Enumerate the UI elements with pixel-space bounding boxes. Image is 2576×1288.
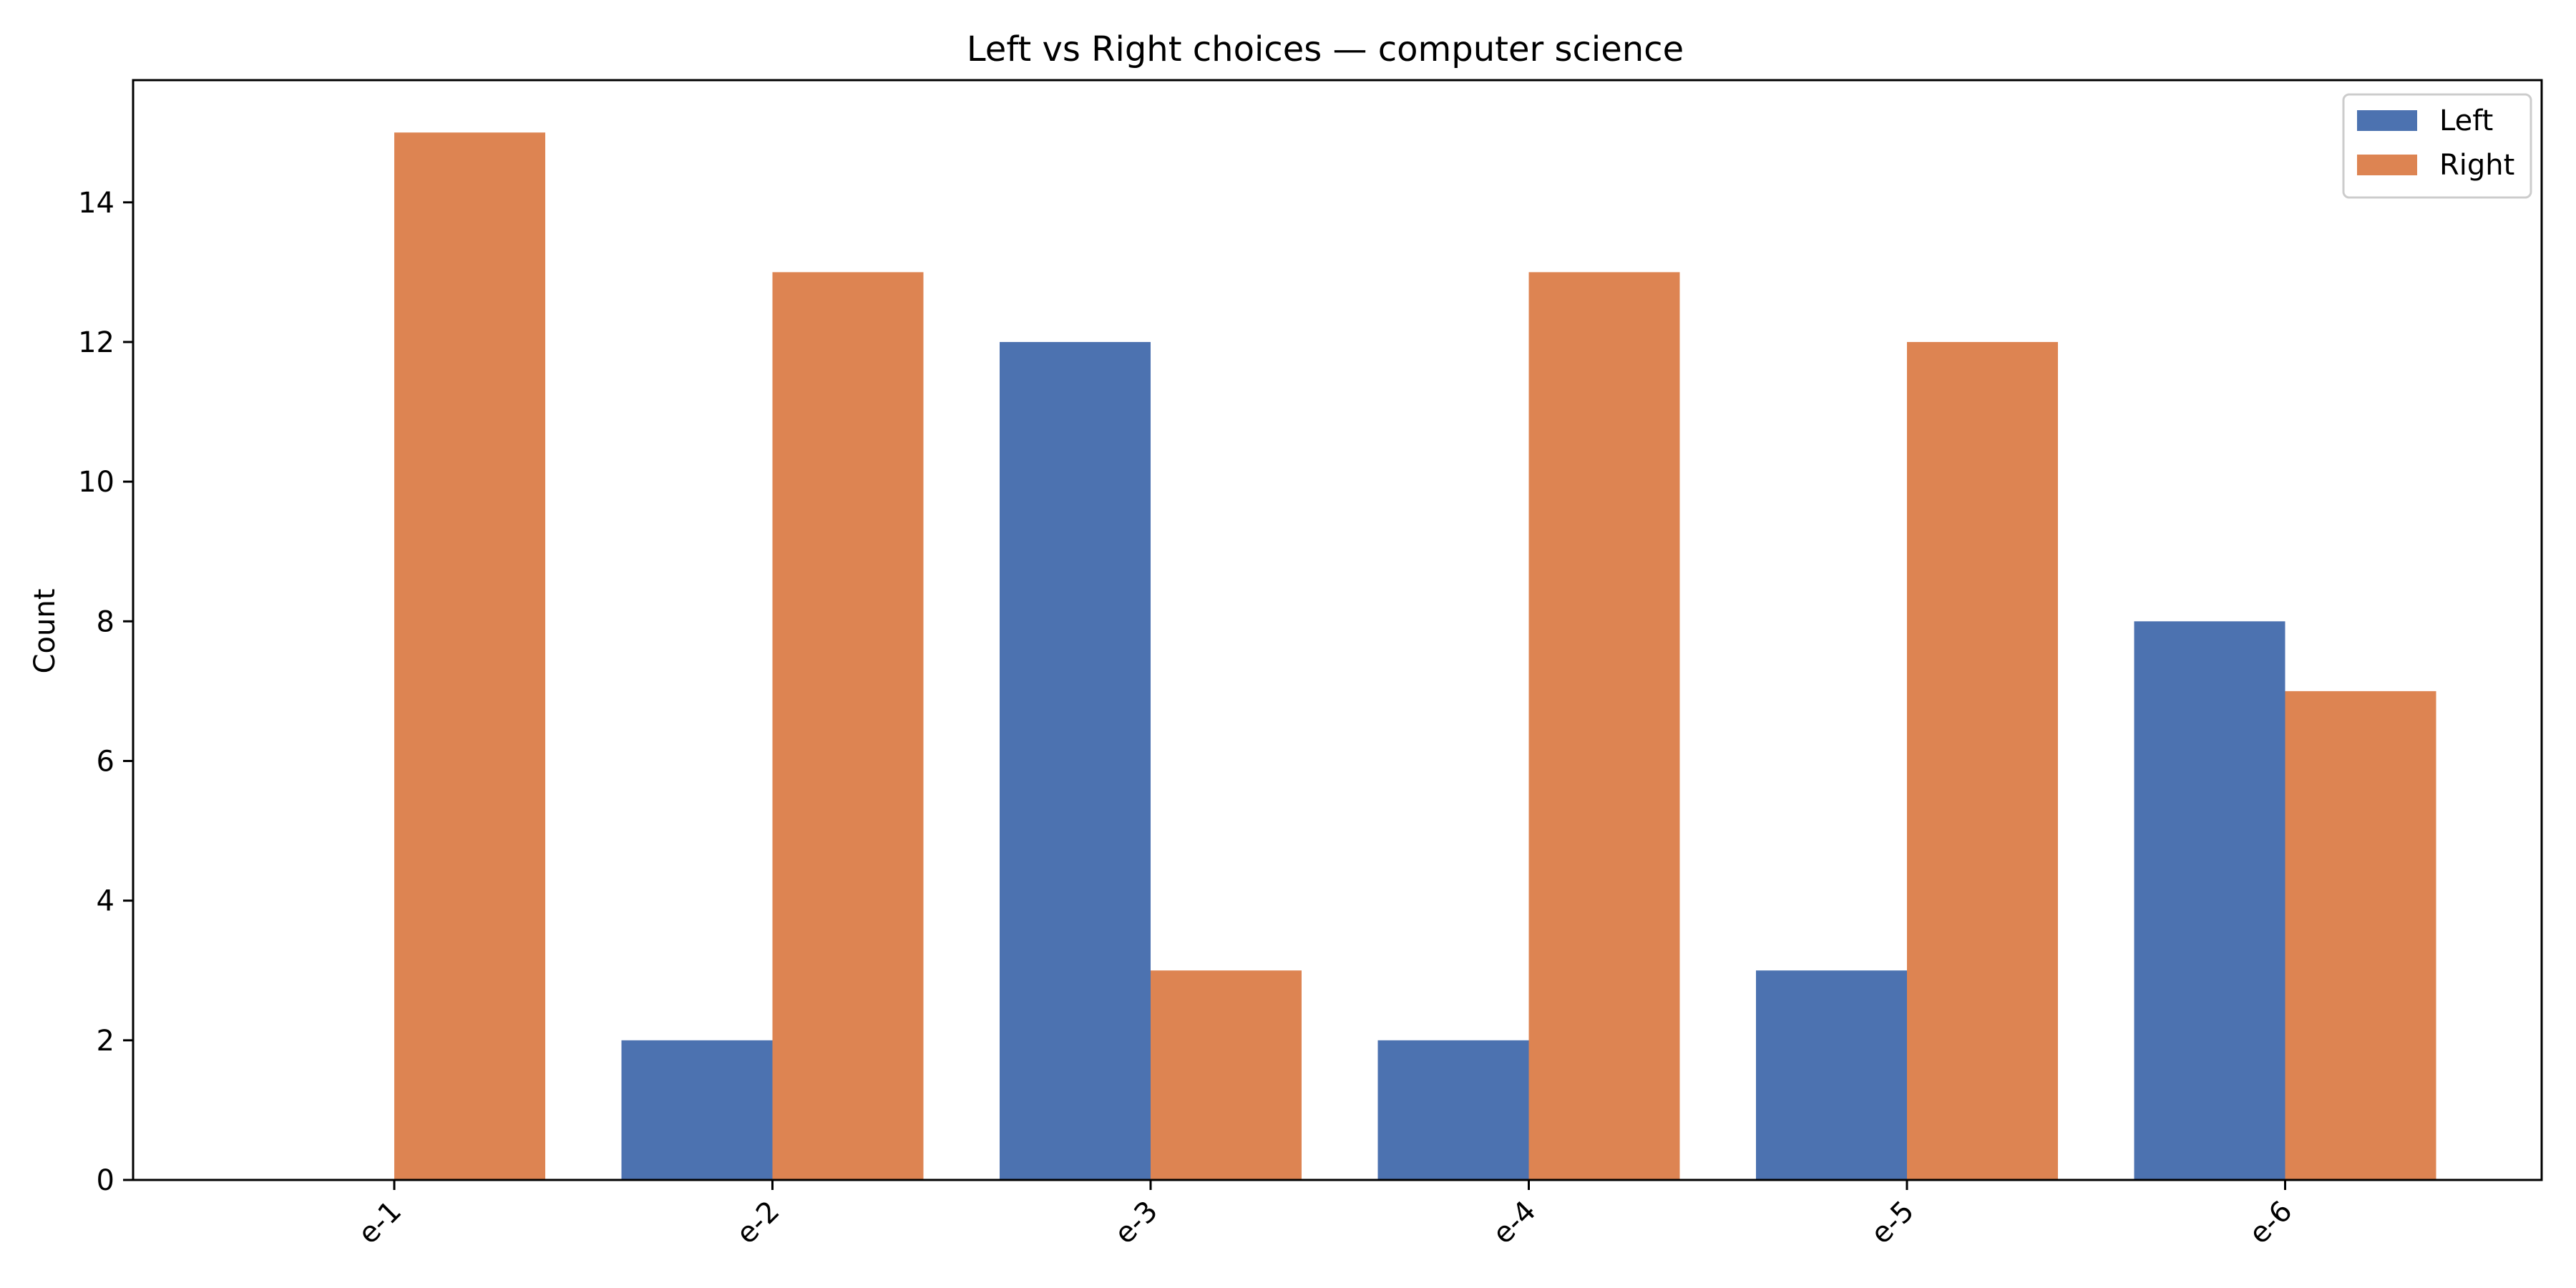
- bar-left-e-5: [1756, 970, 1907, 1180]
- bar-left-e-3: [1000, 341, 1151, 1180]
- legend-swatch-right: [2357, 155, 2417, 175]
- plot-frame: [132, 79, 2543, 1181]
- bars-group: [394, 132, 2436, 1181]
- x-tick-label-e-3: e-3: [1108, 1195, 1164, 1251]
- bar-right-e-6: [2285, 691, 2436, 1180]
- y-tick-label-12: 12: [78, 326, 114, 359]
- legend-label-left: Left: [2439, 104, 2493, 137]
- y-tick-label-10: 10: [78, 466, 114, 499]
- x-axis-ticks: e-1 e-2 e-3 e-4 e-5 e-6: [352, 1180, 2299, 1251]
- bar-left-e-4: [1377, 1040, 1529, 1180]
- y-tick-label-2: 2: [97, 1025, 114, 1058]
- bar-right-e-2: [772, 272, 924, 1180]
- y-tick-label-4: 4: [97, 885, 114, 918]
- bar-right-e-4: [1528, 272, 1680, 1180]
- bar-left-e-2: [621, 1040, 773, 1180]
- x-tick-label-e-6: e-6: [2243, 1195, 2298, 1251]
- x-tick-label-e-2: e-2: [730, 1195, 786, 1251]
- y-tick-label-8: 8: [97, 605, 114, 638]
- chart-title: Left vs Right choices — computer science: [967, 29, 1684, 69]
- x-tick-label-e-5: e-5: [1865, 1195, 1921, 1251]
- bar-right-e-5: [1907, 341, 2058, 1180]
- y-tick-label-14: 14: [78, 187, 114, 220]
- legend: Left Right: [2342, 93, 2532, 199]
- bar-right-e-3: [1151, 970, 1302, 1180]
- legend-label-right: Right: [2439, 149, 2514, 182]
- legend-swatch-left: [2357, 110, 2417, 131]
- y-tick-label-6: 6: [97, 745, 114, 778]
- x-tick-label-e-1: e-1: [352, 1195, 408, 1251]
- legend-frame: [2342, 93, 2532, 199]
- bar-right-e-1: [394, 132, 545, 1181]
- y-tick-label-0: 0: [97, 1164, 114, 1197]
- x-tick-label-e-4: e-4: [1486, 1195, 1542, 1251]
- y-axis-label: Count: [29, 589, 62, 674]
- y-axis-ticks: 0 2 4 6 8 10 12 14: [78, 187, 133, 1197]
- bar-left-e-6: [2134, 621, 2285, 1180]
